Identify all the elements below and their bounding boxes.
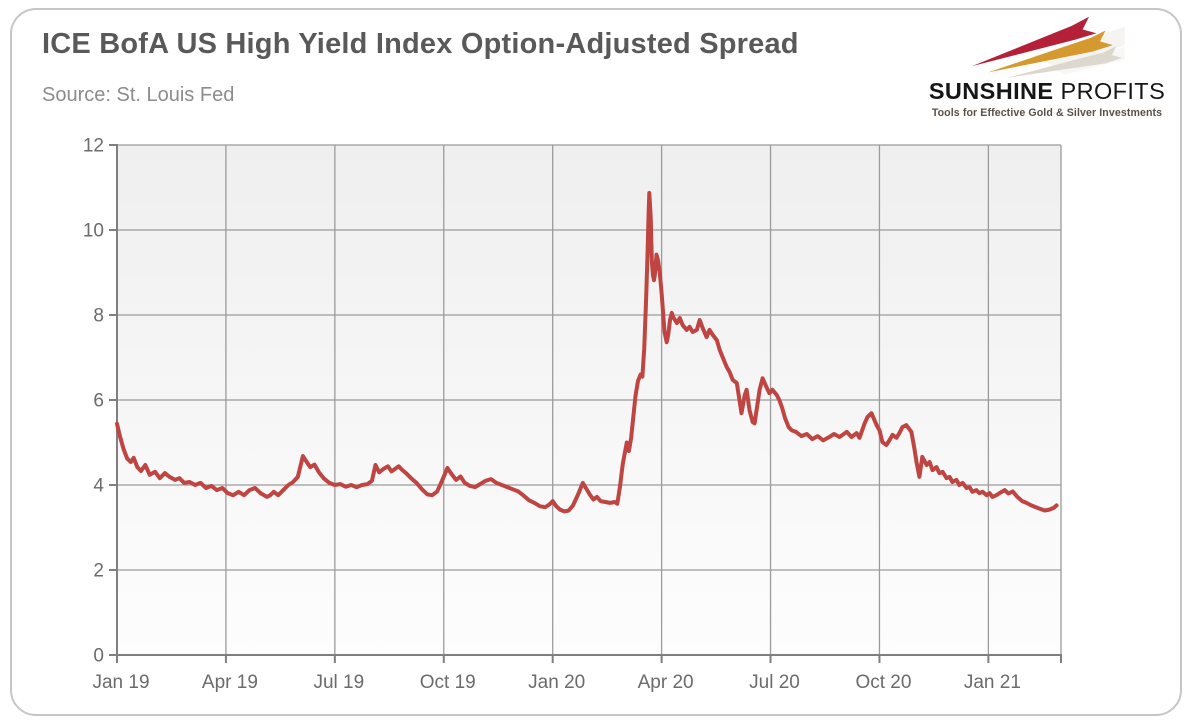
svg-text:Jul 19: Jul 19 [313, 672, 364, 693]
svg-text:Jan 19: Jan 19 [92, 672, 149, 693]
svg-text:12: 12 [83, 136, 104, 157]
gray-bolt-shape [1005, 46, 1122, 78]
red-bolt-shape [972, 16, 1097, 67]
svg-text:8: 8 [93, 306, 104, 327]
svg-text:Jan 21: Jan 21 [964, 672, 1021, 693]
logo-brand-bold: SUNSHINE [928, 78, 1054, 104]
axes [109, 144, 1062, 663]
chart-title: ICE BofA US High Yield Index Option-Adju… [42, 28, 799, 60]
gold-bolt-shape [987, 30, 1113, 73]
svg-text:0: 0 [93, 646, 104, 667]
svg-text:10: 10 [83, 221, 104, 242]
svg-text:Jan 20: Jan 20 [528, 672, 585, 693]
svg-text:4: 4 [93, 476, 104, 497]
svg-text:Apr 20: Apr 20 [638, 672, 694, 693]
y-tick-labels: 0 2 4 6 8 10 12 [83, 136, 105, 667]
series-line [115, 191, 1059, 514]
logo-tagline: Tools for Effective Gold & Silver Invest… [931, 107, 1163, 119]
svg-text:Jul 20: Jul 20 [749, 672, 800, 693]
svg-text:6: 6 [93, 391, 104, 412]
svg-text:Oct 20: Oct 20 [855, 672, 911, 693]
svg-text:Apr 19: Apr 19 [202, 672, 258, 693]
x-tick-labels: Jan 19 Apr 19 Jul 19 Oct 19 Jan 20 Apr 20 Jul … [92, 672, 1020, 693]
source-label: Source: St. Louis Fed [42, 84, 235, 106]
logo-brand-light: PROFITS [1060, 78, 1166, 104]
sunshine-profits-logo: SUNSHINE PROFITS Tools for Effective Gold… [924, 14, 1170, 119]
svg-text:Oct 19: Oct 19 [420, 672, 476, 693]
logo-lightning-bolts-icon [972, 16, 1125, 78]
svg-text:2: 2 [93, 561, 104, 582]
logo-brand: SUNSHINE PROFITS [924, 78, 1170, 105]
gridlines [117, 144, 1062, 655]
